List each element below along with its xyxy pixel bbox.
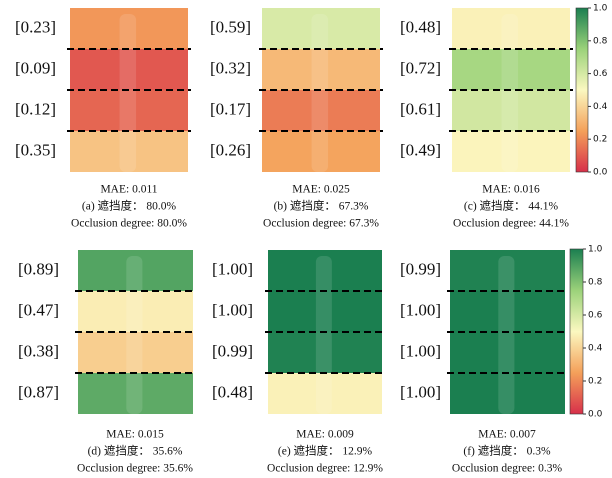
colorbar-tick-label: 0.2 [593, 135, 607, 145]
stripe-label: [0.89] [18, 259, 59, 278]
stripe-label: [1.00] [400, 300, 441, 319]
caption-cn: (b) 遮挡度： 67.3% [274, 199, 369, 213]
stripe-label: [0.61] [400, 99, 441, 118]
colorbar-tick-label: 0.2 [588, 377, 602, 387]
colorbar-tick-label: 0.4 [593, 102, 608, 112]
stripe-label: [0.12] [15, 99, 56, 118]
caption-en: Occlusion degree: 44.1% [453, 218, 569, 230]
stripe-label: [0.09] [15, 58, 56, 77]
stripe-label: [0.47] [18, 300, 59, 319]
stripe-label: [0.99] [400, 259, 441, 278]
colorbar-tick-label: 0.0 [593, 168, 608, 178]
silhouette [502, 14, 519, 172]
mae: MAE: 0.016 [482, 184, 540, 196]
silhouette [498, 256, 514, 414]
colorbar-tick-label: 0.8 [593, 36, 608, 46]
stripe-label: [1.00] [400, 382, 441, 401]
silhouette [316, 256, 332, 414]
stripe-label: [0.23] [15, 17, 56, 36]
stripe-label: [0.49] [400, 140, 441, 159]
colorbar-tick-label: 0.8 [588, 278, 603, 288]
caption-en: Occlusion degree: 67.3% [263, 218, 379, 230]
stripe-label: [0.99] [212, 341, 253, 360]
stripe-label: [1.00] [212, 259, 253, 278]
caption-cn: (d) 遮挡度： 35.6% [88, 444, 183, 458]
mae: MAE: 0.025 [292, 184, 350, 196]
caption-en: Occlusion degree: 35.6% [77, 463, 193, 475]
stripe-label: [0.26] [210, 140, 251, 159]
caption-en: Occlusion degree: 80.0% [71, 218, 187, 230]
colorbar-tick-label: 1.0 [588, 245, 603, 255]
mae: MAE: 0.015 [106, 429, 164, 441]
stripe-label: [0.32] [210, 58, 251, 77]
stripe-label: [1.00] [212, 300, 253, 319]
caption-en: Occlusion degree: 12.9% [267, 463, 383, 475]
colorbar [576, 8, 588, 172]
stripe-label: [0.17] [210, 99, 251, 118]
stripe-label: [0.72] [400, 58, 441, 77]
mae: MAE: 0.009 [296, 429, 354, 441]
caption-en: Occlusion degree: 0.3% [452, 463, 563, 475]
colorbar-tick-label: 0.6 [588, 311, 603, 321]
stripe-label: [0.87] [18, 382, 59, 401]
silhouette [120, 14, 137, 172]
stripe-label: [0.48] [212, 382, 253, 401]
mae: MAE: 0.007 [478, 429, 536, 441]
colorbar-tick-label: 0.6 [593, 69, 608, 79]
caption-cn: (a) 遮挡度： 80.0% [82, 199, 177, 213]
figure: [0.23] [0.09] [0.12] [0.35] MAE: 0.011 (a) 遮挡… [0, 0, 612, 478]
colorbar-tick-label: 0.0 [588, 410, 603, 420]
caption-cn: (e) 遮挡度： 12.9% [278, 444, 373, 458]
caption-cn: (c) 遮挡度： 44.1% [464, 199, 559, 213]
mae: MAE: 0.011 [100, 184, 157, 196]
colorbar [570, 249, 583, 414]
stripe-label: [1.00] [400, 341, 441, 360]
stripe-label: [0.48] [400, 17, 441, 36]
colorbar-tick-label: 1.0 [593, 4, 608, 14]
silhouette [126, 256, 142, 414]
colorbar-tick-label: 0.4 [588, 344, 603, 354]
stripe-label: [0.59] [210, 17, 251, 36]
stripe-label: [0.35] [15, 140, 56, 159]
caption-cn: (f) 遮挡度： 0.3% [463, 444, 551, 458]
silhouette [312, 14, 329, 172]
stripe-label: [0.38] [18, 341, 59, 360]
